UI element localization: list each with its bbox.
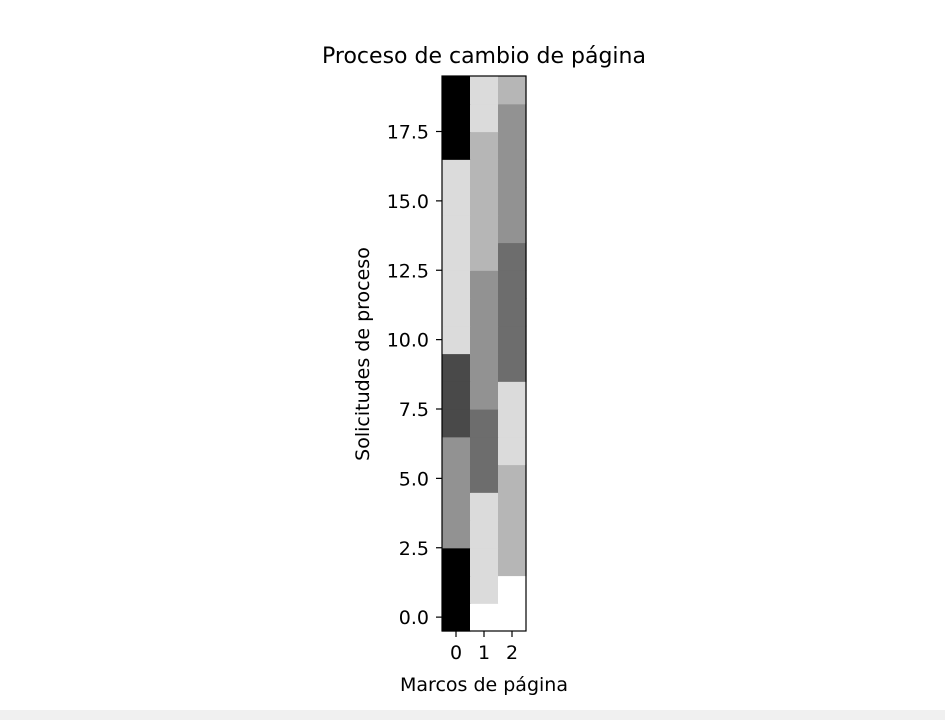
heatmap-cell	[498, 103, 527, 133]
heatmap-cell	[442, 159, 471, 188]
heatmap-cell	[442, 381, 471, 410]
heatmap-cell	[498, 492, 527, 521]
heatmap-cell	[498, 603, 527, 632]
heatmap-cell	[470, 325, 499, 355]
heatmap-cell	[498, 464, 527, 493]
heatmap-cell	[442, 575, 471, 604]
heatmap-cell	[442, 103, 471, 133]
heatmap-cell	[470, 353, 499, 382]
heatmap-cell	[470, 131, 499, 160]
heatmap-cell	[498, 270, 527, 299]
heatmap-cell	[498, 298, 527, 327]
heatmap-cell	[442, 547, 471, 577]
axis-ticks: 0 1 2 0.0 2.5 5.0 7.5 10.0 12.5 15.0 17.5	[387, 122, 518, 665]
heatmap-cell	[498, 159, 527, 188]
heatmap-cell	[470, 298, 499, 327]
heatmap-cell	[470, 187, 499, 216]
chart-title: Proceso de cambio de página	[322, 44, 646, 69]
y-tick-label: 15.0	[387, 191, 429, 213]
y-tick-label: 2.5	[399, 538, 429, 560]
heatmap-cell	[470, 464, 499, 493]
heatmap-cell	[470, 436, 499, 466]
x-tick-label: 1	[478, 642, 490, 664]
heatmap-cell	[470, 270, 499, 299]
heatmap-cell	[470, 214, 499, 244]
heatmap-cell	[442, 353, 471, 382]
heatmap-cell	[498, 520, 527, 549]
heatmap-cell	[498, 131, 527, 160]
heatmap-cell	[442, 409, 471, 438]
heatmap-cells	[442, 76, 527, 632]
y-tick-label: 10.0	[387, 330, 429, 352]
heatmap-cell	[442, 603, 471, 632]
y-axis-label: Solicitudes de proceso	[352, 247, 374, 461]
heatmap-cell	[470, 381, 499, 410]
bottom-strip	[0, 710, 945, 720]
heatmap-cell	[498, 547, 527, 577]
heatmap-cell	[498, 325, 527, 355]
x-tick-label: 0	[450, 642, 462, 664]
y-tick-label: 5.0	[399, 468, 429, 490]
heatmap-cell	[498, 575, 527, 604]
y-tick-label: 12.5	[387, 260, 429, 282]
heatmap-cell	[470, 547, 499, 577]
heatmap-cell	[442, 325, 471, 355]
x-tick-label: 2	[506, 642, 518, 664]
x-axis-label: Marcos de página	[400, 674, 568, 696]
y-tick-label: 7.5	[399, 399, 429, 421]
heatmap-cell	[442, 131, 471, 160]
heatmap-cell	[442, 214, 471, 244]
heatmap-cell	[498, 187, 527, 216]
y-tick-label: 0.0	[399, 607, 429, 629]
heatmap-cell	[470, 603, 499, 632]
heatmap-cell	[442, 520, 471, 549]
heatmap-cell	[498, 409, 527, 438]
heatmap-cell	[470, 575, 499, 604]
heatmap-cell	[442, 270, 471, 299]
heatmap-cell	[442, 436, 471, 466]
heatmap-cell	[442, 492, 471, 521]
heatmap-cell	[470, 409, 499, 438]
heatmap-cell	[498, 381, 527, 410]
heatmap-cell	[442, 187, 471, 216]
heatmap-cell	[442, 76, 471, 105]
y-tick-label: 17.5	[387, 122, 429, 144]
heatmap-cell	[470, 520, 499, 549]
heatmap-cell	[498, 214, 527, 244]
heatmap-cell	[470, 492, 499, 521]
heatmap-cell	[442, 298, 471, 327]
heatmap-cell	[470, 103, 499, 133]
heatmap-cell	[470, 76, 499, 105]
heatmap-cell	[470, 242, 499, 271]
heatmap-cell	[498, 242, 527, 271]
heatmap-cell	[498, 436, 527, 466]
heatmap-cell	[498, 353, 527, 382]
heatmap-cell	[442, 464, 471, 493]
heatmap-cell	[498, 76, 527, 105]
heatmap-cell	[470, 159, 499, 188]
heatmap-cell	[442, 242, 471, 271]
